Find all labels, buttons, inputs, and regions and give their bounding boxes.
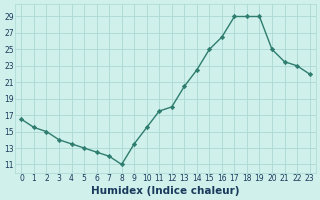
X-axis label: Humidex (Indice chaleur): Humidex (Indice chaleur) [91, 186, 240, 196]
